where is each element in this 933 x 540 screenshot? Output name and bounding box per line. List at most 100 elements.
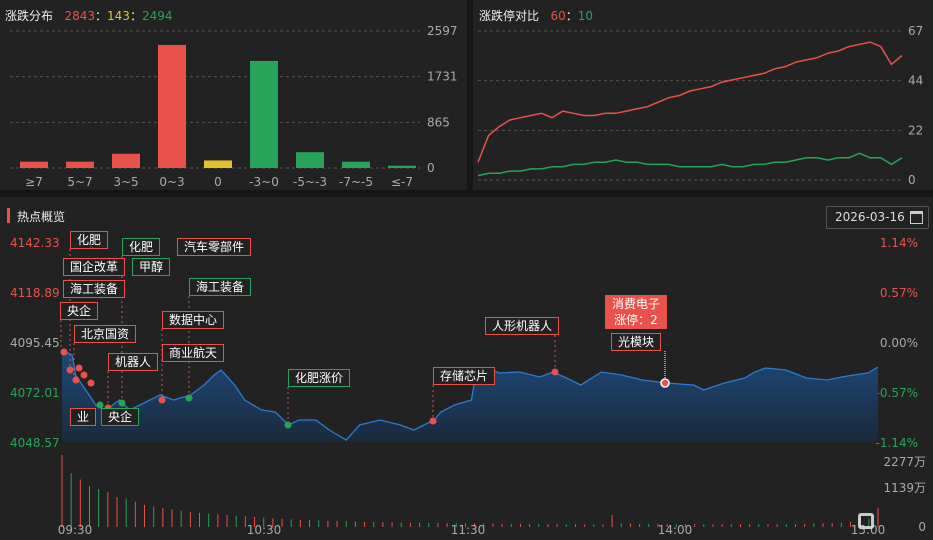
sep: ：	[95, 9, 108, 23]
x-tick-label: 0	[214, 175, 222, 189]
series-line	[477, 152, 903, 177]
time-tick-label: 09:30	[58, 523, 93, 537]
x-tick-label: 5~7	[67, 175, 92, 189]
date-value: 2026-03-16	[835, 210, 905, 224]
price-tick-label: 4142.33	[10, 236, 60, 250]
series-line	[477, 41, 903, 163]
sector-tag[interactable]: 化肥	[122, 238, 161, 256]
sector-tag[interactable]: 人形机器人	[485, 317, 560, 335]
sector-tag[interactable]: 化肥涨价	[288, 369, 351, 387]
time-tick-label: 14:00	[658, 523, 693, 537]
sector-tag[interactable]: 光模块	[611, 333, 662, 351]
time-tick-label: 10:30	[247, 523, 282, 537]
event-dot	[66, 366, 74, 374]
date-picker[interactable]: 2026-03-16	[826, 206, 929, 229]
logo-icon	[858, 513, 874, 529]
event-dot	[75, 364, 83, 372]
bar	[158, 44, 186, 169]
price-tick-label: 4072.01	[10, 386, 60, 400]
distribution-title-text: 涨跌分布	[5, 9, 54, 23]
bar	[204, 160, 232, 168]
sector-tag[interactable]: 央企	[101, 408, 140, 426]
bar	[296, 152, 324, 168]
volume-tick-label: 1139万	[883, 481, 926, 495]
x-tick-label: ≥7	[25, 175, 43, 189]
event-dot	[72, 376, 80, 384]
event-dot	[80, 371, 88, 379]
event-dot	[96, 401, 104, 409]
title-accent	[7, 208, 10, 223]
pct-tick-label: -1.14%	[876, 436, 918, 450]
sep: ：	[565, 9, 578, 23]
sector-tag[interactable]: 央企	[60, 302, 99, 320]
down-count: 2494	[141, 9, 173, 23]
sector-tag[interactable]: 化肥	[70, 231, 109, 249]
y-tick-label: 1731	[427, 70, 458, 84]
pct-tick-label: -0.57%	[876, 386, 918, 400]
volume-tick-label: 0	[918, 520, 926, 534]
flat-count: 143	[107, 9, 130, 23]
y-tick-label: 44	[908, 74, 923, 88]
sector-tag[interactable]: 商业航天	[162, 344, 225, 362]
limit-chart: 67 44 22 0	[477, 24, 923, 187]
sector-tag[interactable]: 汽车零部件	[177, 238, 252, 256]
limit-panel: 涨跌停对比 60：10 67 44 22 0	[473, 0, 933, 190]
bar	[112, 153, 140, 168]
x-tick-label: -5~-3	[293, 175, 327, 189]
event-dot	[284, 421, 292, 429]
event-dot	[429, 417, 437, 425]
event-dot	[185, 394, 193, 402]
up-count: 2843	[64, 9, 96, 23]
sector-tag[interactable]: 存储芯片	[433, 367, 496, 385]
y-tick-label: 865	[427, 115, 450, 129]
sector-tag[interactable]: 国企改革	[63, 258, 126, 276]
volume-tick-label: 2277万	[883, 455, 926, 469]
bar	[342, 161, 370, 168]
event-dot	[118, 399, 126, 407]
sector-tag[interactable]: 甲醇	[132, 258, 171, 276]
overview-title: 热点概览	[17, 210, 66, 224]
limit-up-tooltip: 消费电子 涨停：2	[605, 295, 667, 329]
sector-tag[interactable]: 机器人	[108, 353, 159, 371]
tooltip-line2: 涨停：2	[614, 313, 658, 327]
limit-up-count: 60	[550, 9, 566, 23]
price-tick-label: 4048.57	[10, 436, 60, 450]
event-dot	[60, 348, 68, 356]
sector-tag[interactable]: 北京国资	[74, 325, 137, 343]
pct-tick-label: 1.14%	[880, 236, 918, 250]
sep: ：	[129, 9, 142, 23]
sector-tag[interactable]: 业	[70, 408, 97, 426]
sector-tag[interactable]: 海工装备	[189, 278, 252, 296]
y-tick-label: 0	[908, 173, 916, 187]
x-tick-label: -3~0	[249, 175, 279, 189]
distribution-chart: 2597 1731 865 0 ≥7 5~7 3~5 0~3 0 -3~0 -5~-3 -7~-5 ≤-…	[10, 24, 458, 189]
bar	[20, 161, 48, 168]
x-tick-label: -7~-5	[339, 175, 373, 189]
tooltip-line1: 消费电子	[611, 297, 660, 311]
limit-down-count: 10	[577, 9, 594, 23]
event-dot	[551, 368, 559, 376]
x-tick-label: 0~3	[159, 175, 184, 189]
distribution-panel: 涨跌分布 2843：143：2494 2597 1731 865 0 ≥7 5~7 3~5 0…	[0, 0, 467, 190]
event-dot	[87, 379, 95, 387]
x-tick-label: 3~5	[113, 175, 138, 189]
sector-tag[interactable]: 数据中心	[162, 311, 225, 329]
price-tick-label: 4095.45	[10, 336, 60, 350]
y-tick-label: 0	[427, 161, 435, 175]
sector-tag[interactable]: 海工装备	[63, 280, 126, 298]
price-tick-label: 4118.89	[10, 286, 60, 300]
y-tick-label: 2597	[427, 24, 458, 38]
bar	[388, 165, 416, 168]
watermark-logo	[858, 512, 874, 531]
distribution-title: 涨跌分布 2843：143：2494	[5, 7, 173, 24]
price-area	[62, 350, 878, 442]
limit-title-text: 涨跌停对比	[479, 9, 540, 23]
x-tick-label: ≤-7	[391, 175, 413, 189]
calendar-icon[interactable]	[910, 211, 923, 224]
event-dot	[158, 396, 166, 404]
selected-event-dot	[660, 378, 670, 388]
time-tick-label: 11:30	[451, 523, 486, 537]
y-tick-label: 22	[908, 123, 923, 137]
bar	[250, 60, 278, 168]
